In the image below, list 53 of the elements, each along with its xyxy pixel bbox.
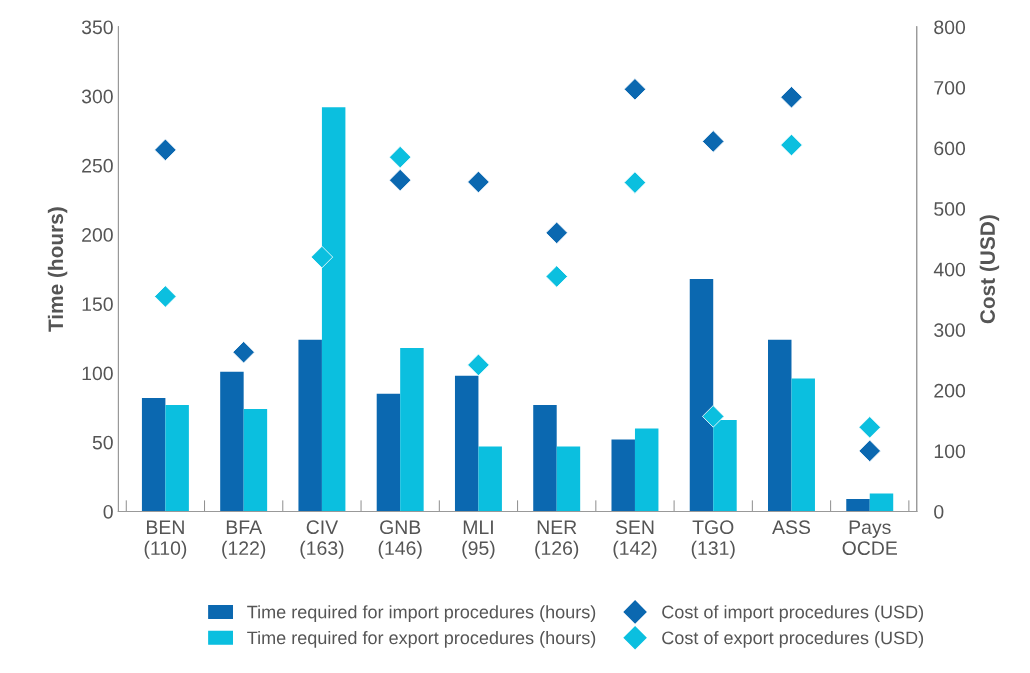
bar bbox=[611, 439, 635, 512]
y-tick-label: 100 bbox=[82, 366, 113, 381]
bar bbox=[165, 404, 189, 512]
x-tick-label: NER (126) bbox=[535, 520, 579, 559]
x-tick-label: CIV (163) bbox=[300, 520, 344, 559]
x-tick-label: GNB (146) bbox=[378, 520, 422, 559]
y2-tick-label: 400 bbox=[933, 262, 966, 277]
bar bbox=[846, 499, 870, 512]
bar bbox=[689, 278, 714, 512]
x-tick-label: ASS bbox=[772, 520, 811, 535]
bar bbox=[220, 371, 244, 512]
legend-label: Cost of import procedures (USD) bbox=[662, 605, 924, 622]
point bbox=[623, 78, 647, 101]
bar bbox=[791, 378, 815, 512]
y2-axis-title: Cost (USD) bbox=[979, 215, 1000, 324]
y-tick-label: 50 bbox=[92, 435, 113, 450]
point bbox=[154, 138, 177, 162]
y-tick-label: 200 bbox=[82, 228, 113, 242]
x-tick-label: SEN (142) bbox=[613, 520, 657, 559]
legend-label: Cost of export procedures (USD) bbox=[662, 630, 924, 648]
bar bbox=[556, 446, 581, 512]
x-tick-label: MLI (95) bbox=[462, 520, 495, 559]
y-tick-label: 0 bbox=[103, 504, 113, 519]
bar bbox=[634, 428, 659, 512]
x-tick-label: BEN (110) bbox=[144, 520, 187, 559]
bar bbox=[478, 446, 502, 512]
y2-tick-label: 0 bbox=[934, 504, 944, 519]
y2-tick-label: 100 bbox=[934, 444, 966, 459]
bar bbox=[400, 348, 424, 512]
bar bbox=[141, 397, 166, 512]
y-tick-label: 350 bbox=[81, 20, 113, 35]
x-tick-label: BFA (122) bbox=[222, 520, 266, 559]
x-tick-label: Pays OCDE bbox=[842, 520, 897, 556]
bar bbox=[768, 339, 792, 512]
y2-tick-label: 300 bbox=[934, 323, 966, 338]
y-tick-label: 300 bbox=[81, 89, 113, 104]
bar bbox=[869, 493, 894, 512]
y2-tick-label: 700 bbox=[934, 80, 966, 95]
y-tick-label: 250 bbox=[82, 158, 113, 173]
y2-tick-label: 800 bbox=[934, 20, 966, 35]
legend-label: Time required for import procedures (hours) bbox=[247, 605, 596, 622]
y2-tick-label: 500 bbox=[934, 202, 966, 216]
bar bbox=[454, 375, 479, 512]
bar bbox=[298, 339, 322, 512]
y2-tick-label: 200 bbox=[934, 383, 966, 398]
y-tick-label: 150 bbox=[82, 297, 113, 312]
legend-label: Time required for export procedures (hours) bbox=[247, 630, 596, 648]
y2-tick-label: 600 bbox=[934, 141, 966, 156]
bar bbox=[376, 393, 401, 512]
bar bbox=[533, 404, 557, 512]
bar bbox=[243, 409, 268, 512]
y-axis-title: Time (hours) bbox=[47, 207, 68, 332]
x-tick-label: TGO (131) bbox=[691, 520, 735, 559]
